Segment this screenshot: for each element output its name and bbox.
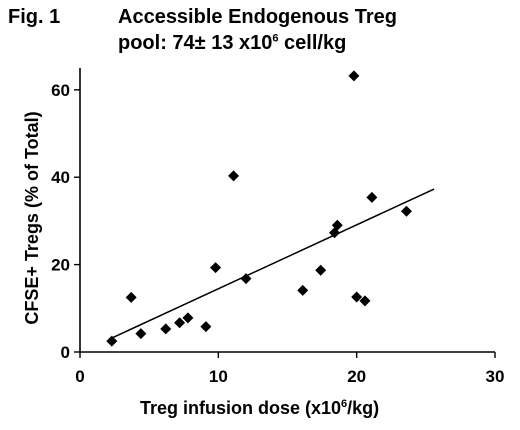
x-axis-label-exponent: 6 <box>341 398 348 410</box>
data-point <box>359 295 371 307</box>
data-point <box>200 321 212 333</box>
data-point <box>182 312 194 324</box>
chart-title-line2: pool: 74± 13 x106 cell/kg <box>118 32 346 55</box>
data-point <box>297 284 309 296</box>
data-point <box>240 273 252 285</box>
x-tick-label: 0 <box>75 367 84 386</box>
x-axis-label-suffix: /kg) <box>347 398 380 418</box>
trendline <box>111 188 435 339</box>
data-point <box>366 191 378 203</box>
x-tick-label: 20 <box>347 367 366 386</box>
title-line2-suffix: cell/kg <box>278 32 347 54</box>
y-axis-label: CFSE+ Tregs (% of Total) <box>22 111 42 324</box>
x-axis-label: Treg infusion dose (x106/kg) <box>140 398 379 419</box>
data-point <box>135 328 147 340</box>
x-axis-label-prefix: Treg infusion dose (x10 <box>140 398 342 418</box>
x-tick-label: 10 <box>209 367 228 386</box>
data-point <box>315 264 327 276</box>
data-point <box>351 291 363 303</box>
ticks: 0 10 20 30 0 20 40 60 <box>51 81 504 386</box>
figure-label: Fig. 1 <box>8 6 61 28</box>
data-point <box>210 262 222 274</box>
data-point <box>160 323 172 335</box>
data-point <box>174 317 186 329</box>
data-point <box>125 291 137 303</box>
data-point <box>348 70 360 82</box>
title-line2-prefix: pool: 74± 13 x10 <box>118 32 273 54</box>
x-tick-label: 30 <box>486 367 505 386</box>
data-points <box>106 70 412 347</box>
title-line2-exponent: 6 <box>272 32 279 45</box>
y-tick-label: 20 <box>51 256 70 275</box>
trendline-group <box>111 188 435 339</box>
y-tick-label: 40 <box>51 168 70 187</box>
y-tick-label: 0 <box>61 343 70 362</box>
data-point <box>228 170 240 182</box>
data-point <box>106 335 118 347</box>
data-point <box>331 219 343 231</box>
data-point <box>400 205 412 217</box>
chart-title-line1: Accessible Endogenous Treg <box>118 6 397 28</box>
y-tick-label: 60 <box>51 81 70 100</box>
axes <box>79 68 495 353</box>
